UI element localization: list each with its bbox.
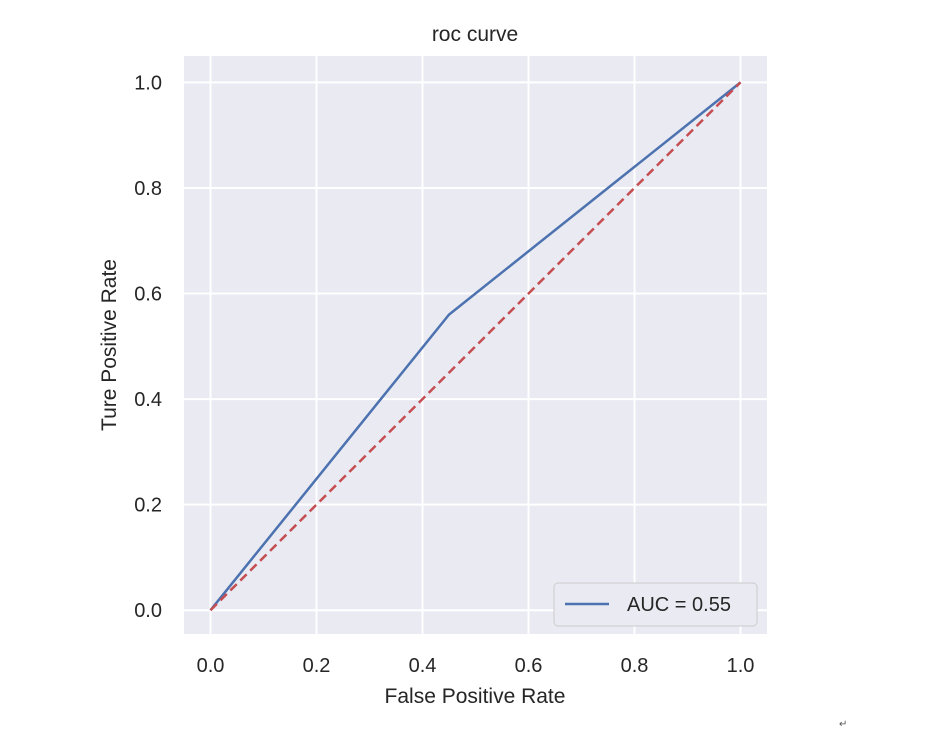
x-tick-label: 0.0 — [197, 655, 225, 677]
x-tick-label: 0.4 — [409, 655, 437, 677]
chance-diagonal-line — [209, 81, 742, 612]
x-axis-label: False Positive Rate — [385, 685, 566, 708]
legend-box — [553, 582, 758, 627]
x-tick-label: 0.8 — [621, 655, 649, 677]
x-tick-label: 1.0 — [727, 655, 755, 677]
legend-label-roc: AUC = 0.55 — [627, 594, 731, 616]
y-axis-label: Ture Positive Rate — [98, 259, 121, 431]
x-tick-label: 0.6 — [515, 655, 543, 677]
y-tick-labels: 0.0 0.2 0.4 0.6 0.8 1.0 — [134, 72, 162, 622]
y-tick-label: 0.6 — [134, 284, 162, 306]
y-tick-label: 0.0 — [134, 600, 162, 622]
roc-curve-line — [209, 81, 742, 611]
legend: AUC = 0.55 — [553, 582, 758, 627]
chart-title: roc curve — [432, 23, 518, 46]
grid-lines — [184, 56, 767, 634]
x-tick-label: 0.2 — [303, 655, 331, 677]
x-tick-labels: 0.0 0.2 0.4 0.6 0.8 1.0 — [197, 655, 755, 677]
y-tick-label: 0.2 — [134, 495, 162, 517]
y-tick-label: 1.0 — [134, 72, 162, 94]
corner-mark: ↵ — [839, 719, 847, 730]
y-tick-label: 0.8 — [134, 178, 162, 200]
y-tick-label: 0.4 — [134, 389, 162, 411]
